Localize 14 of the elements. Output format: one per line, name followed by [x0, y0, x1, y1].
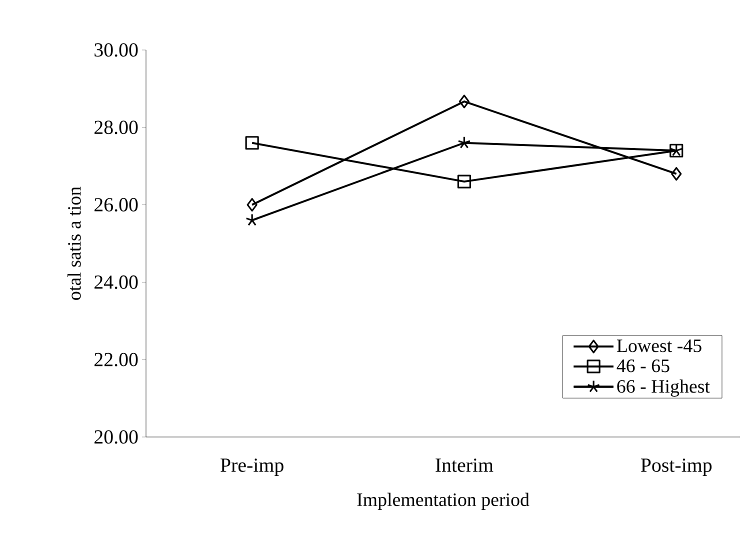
y-tick-label: 24.00: [94, 275, 138, 289]
legend-label: Lowest -45: [616, 340, 702, 352]
x-tick-label: Pre-imp: [220, 458, 284, 476]
y-tick-label: 30.00: [94, 43, 138, 57]
legend-label: 66 - Highest: [617, 379, 710, 397]
x-axis-title: Implementation period: [357, 492, 530, 510]
y-axis-title: otal satis a tion: [68, 186, 81, 300]
x-tick-label: Post-imp: [640, 458, 712, 476]
y-tick-label: 20.00: [94, 430, 138, 444]
y-tick-label: 28.00: [94, 120, 138, 134]
x-tick-label: Interim: [436, 458, 494, 472]
y-tick-label: 26.00: [94, 198, 138, 212]
legend-label: 46 - 65: [616, 359, 670, 372]
y-tick-label: 22.00: [94, 352, 138, 366]
